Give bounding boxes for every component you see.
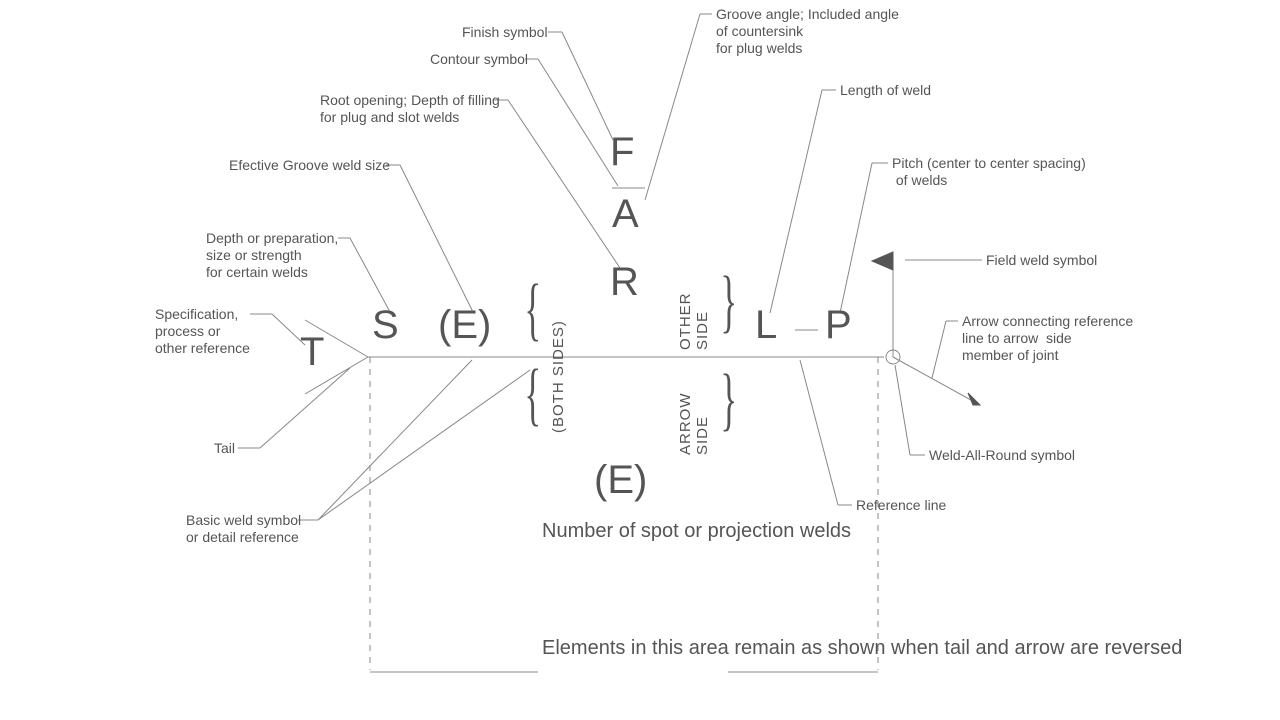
label-root: Root opening; Depth of filling for plug …	[320, 92, 500, 126]
symbol-F: F	[610, 130, 634, 175]
symbol-L: L	[755, 303, 777, 348]
arrow-side-text: ARROW SIDE	[677, 365, 711, 455]
label-spec: Specification, process or other referenc…	[155, 306, 250, 356]
label-groove-size: Efective Groove weld size	[229, 157, 390, 174]
label-finish: Finish symbol	[462, 24, 548, 41]
brace-top-left: {	[524, 270, 541, 350]
label-ref-line: Reference line	[856, 497, 946, 514]
both-sides-text: (BOTH SIDES)	[550, 278, 567, 433]
note-elements: Elements in this area remain as shown wh…	[542, 635, 1182, 661]
other-side-text: OTHER SIDE	[677, 260, 711, 350]
label-depth: Depth or preparation, size or strength f…	[206, 230, 338, 280]
note-spot: Number of spot or projection welds	[542, 518, 851, 544]
label-tail: Tail	[214, 440, 235, 457]
symbol-E-top: (E)	[438, 303, 491, 348]
label-pitch: Pitch (center to center spacing) of weld…	[892, 155, 1086, 189]
symbol-T: T	[300, 330, 324, 375]
brace-bot-right: }	[720, 360, 737, 440]
symbol-R: R	[610, 260, 639, 305]
label-weld-all: Weld-All-Round symbol	[929, 447, 1075, 464]
label-arrow-conn: Arrow connecting reference line to arrow…	[962, 313, 1133, 363]
symbol-P: P	[825, 303, 852, 348]
symbol-S: S	[372, 303, 399, 348]
label-basic: Basic weld symbol or detail reference	[186, 512, 301, 546]
brace-bot-left: {	[524, 355, 541, 435]
symbol-E-bottom: (E)	[594, 458, 647, 503]
brace-top-right: }	[720, 262, 737, 342]
label-contour: Contour symbol	[430, 51, 528, 68]
label-length: Length of weld	[840, 82, 931, 99]
symbol-A: A	[612, 192, 639, 237]
label-field: Field weld symbol	[986, 252, 1097, 269]
label-groove-angle: Groove angle; Included angle of counters…	[716, 6, 899, 56]
